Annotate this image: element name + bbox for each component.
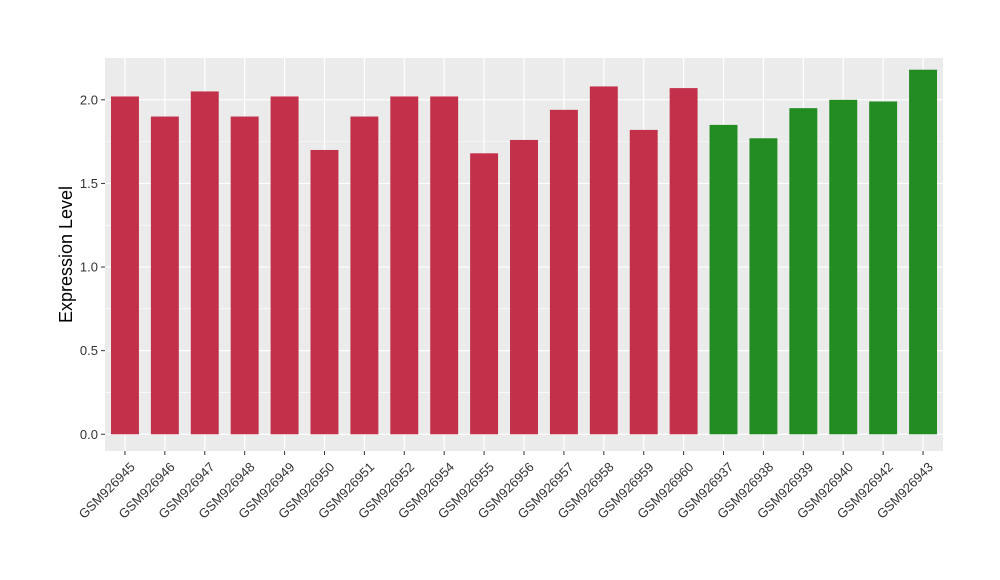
bar-GSM926939 bbox=[789, 108, 818, 435]
y-tick-label: 1.5 bbox=[80, 176, 98, 191]
bar-GSM926938 bbox=[749, 138, 778, 435]
bar-GSM926945 bbox=[110, 96, 139, 435]
bar-GSM926937 bbox=[709, 124, 738, 435]
bar-GSM926940 bbox=[829, 99, 858, 435]
bar-GSM926951 bbox=[350, 116, 379, 435]
bar-GSM926955 bbox=[470, 153, 499, 435]
x-axis: GSM926945GSM926946GSM926947GSM926948GSM9… bbox=[76, 451, 936, 522]
bar-GSM926960 bbox=[669, 88, 698, 435]
y-axis-title: Expression Level bbox=[56, 186, 76, 323]
bar-GSM926954 bbox=[430, 96, 459, 435]
y-axis: 0.0 0.5 1.0 1.5 2.0 bbox=[80, 92, 105, 442]
bar-GSM926956 bbox=[510, 139, 538, 435]
bar-GSM926947 bbox=[190, 91, 219, 435]
bar-GSM926942 bbox=[869, 101, 898, 435]
bar-GSM926949 bbox=[270, 96, 299, 435]
bar-GSM926952 bbox=[390, 96, 419, 435]
bar-GSM926948 bbox=[230, 116, 259, 435]
y-tick-label: 0.5 bbox=[80, 343, 98, 358]
bar-GSM926959 bbox=[629, 129, 658, 435]
y-tick-label: 0.0 bbox=[80, 427, 98, 442]
bar-GSM926946 bbox=[150, 116, 179, 435]
bar-GSM926958 bbox=[589, 86, 618, 435]
bar-GSM926957 bbox=[549, 109, 578, 435]
bar-GSM926943 bbox=[909, 69, 938, 435]
y-tick-label: 1.0 bbox=[80, 260, 98, 275]
y-tick-label: 2.0 bbox=[80, 92, 98, 107]
bar-GSM926950 bbox=[310, 149, 339, 435]
bars bbox=[110, 69, 938, 435]
